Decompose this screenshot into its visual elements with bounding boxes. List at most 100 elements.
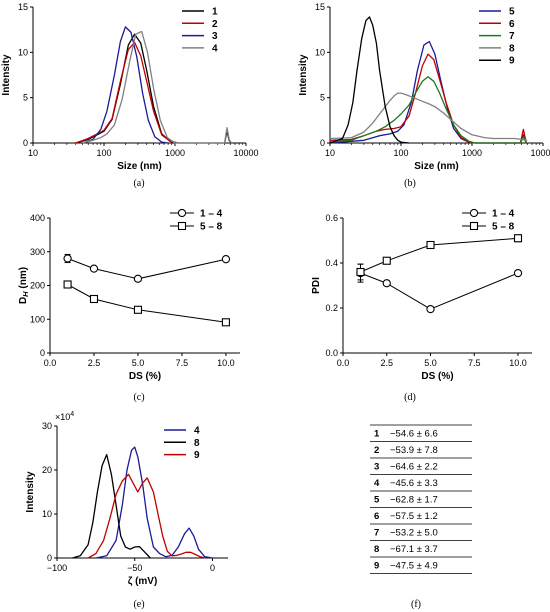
legend-label-7: 7 bbox=[509, 31, 515, 42]
table-cell-zeta: −54.6 ± 6.6 bbox=[390, 429, 438, 440]
series-line-8 bbox=[72, 453, 151, 559]
data-point-square bbox=[89, 294, 99, 304]
x-tick-label: 0 bbox=[210, 563, 215, 573]
x-tick-label: 2.5 bbox=[88, 358, 101, 368]
table-cell-sample: 8 bbox=[374, 544, 379, 555]
y-tick-label: 100 bbox=[30, 314, 45, 324]
legend-label-4: 4 bbox=[194, 426, 200, 437]
y-tick-label: 400 bbox=[30, 213, 45, 223]
y-tick-label: 0 bbox=[40, 348, 45, 358]
panel-d-chart: 0.0 2.5 5.0 7.5 10.0 0.0 0.2 0.4 0.6 DS (%) PDI 1 –… bbox=[311, 208, 532, 382]
data-point-circle bbox=[133, 274, 143, 283]
y-tick-label: 0 bbox=[23, 138, 28, 148]
legend-label: 1 – 4 bbox=[200, 209, 223, 220]
series-line-3 bbox=[82, 26, 169, 144]
x-tick-label: 7.5 bbox=[176, 358, 189, 368]
y-tick-label: 0.6 bbox=[325, 213, 338, 223]
panel-d-caption: (d) bbox=[404, 392, 416, 403]
y-tick-label: 0.0 bbox=[325, 348, 338, 358]
legend-marker-square bbox=[469, 221, 479, 231]
data-point-square bbox=[426, 240, 435, 250]
data-point-square bbox=[382, 256, 391, 265]
x-tick-label: 7.5 bbox=[468, 358, 481, 368]
y-axis-label: DH (nm) bbox=[18, 267, 30, 304]
panel-c-caption: (c) bbox=[133, 392, 144, 403]
y-tick-label: 10 bbox=[315, 47, 325, 57]
table-cell-sample: 2 bbox=[374, 445, 379, 456]
x-tick-label: 0.0 bbox=[337, 358, 350, 368]
x-axis-label: Size (nm) bbox=[117, 161, 161, 172]
x-tick-label: 1000 bbox=[165, 148, 185, 158]
y-axis-label: Intensity bbox=[1, 54, 12, 96]
data-point-square bbox=[63, 280, 72, 289]
data-point-circle bbox=[513, 268, 523, 278]
y-axis-label: Intensity bbox=[298, 54, 309, 96]
panel-a-caption: (a) bbox=[133, 178, 144, 189]
y-tick-label: 5 bbox=[23, 93, 28, 103]
panel-b-caption: (b) bbox=[404, 178, 416, 189]
x-axis-label: DS (%) bbox=[421, 371, 453, 382]
x-tick-label: 1000 bbox=[462, 148, 482, 158]
series-line-9 bbox=[87, 473, 207, 559]
table-cell-sample: 3 bbox=[374, 462, 379, 473]
legend-label: 5 – 8 bbox=[200, 222, 223, 233]
x-tick-label: 100 bbox=[96, 148, 111, 158]
y-tick-label: 200 bbox=[30, 281, 45, 291]
legend-marker-circle bbox=[469, 208, 479, 218]
panel-f-caption: (f) bbox=[411, 599, 421, 610]
data-point-circle bbox=[63, 254, 72, 263]
legend-marker-square bbox=[177, 221, 187, 231]
legend-label: 5 – 8 bbox=[492, 222, 515, 233]
y-tick-label: 0.4 bbox=[325, 258, 338, 268]
x-tick-label: 5.0 bbox=[424, 358, 437, 368]
table-cell-sample: 4 bbox=[374, 478, 380, 489]
series-line-1 bbox=[360, 237, 519, 273]
x-axis-label: ζ (mV) bbox=[128, 576, 158, 587]
table-cell-sample: 5 bbox=[374, 495, 380, 506]
series-line-9 bbox=[329, 16, 410, 144]
y-tick-label: 20 bbox=[42, 465, 52, 475]
x-tick-label: 10000 bbox=[233, 148, 258, 158]
y-tick-label: 300 bbox=[30, 247, 45, 257]
x-tick-label: 10.0 bbox=[217, 358, 235, 368]
y-tick-label: 0 bbox=[320, 138, 325, 148]
table-cell-zeta: −47.5 ± 4.9 bbox=[390, 561, 438, 572]
x-tick-label: 5.0 bbox=[132, 358, 145, 368]
series-line-1 bbox=[67, 284, 226, 323]
table-cell-zeta: −53.2 ± 5.0 bbox=[390, 528, 438, 539]
series-line-4 bbox=[82, 30, 232, 144]
data-point-circle bbox=[426, 304, 435, 314]
y-tick-label: 10 bbox=[42, 509, 52, 519]
table-cell-zeta: −57.5 ± 1.2 bbox=[390, 511, 438, 522]
series-line-6 bbox=[329, 53, 527, 144]
y-tick-label: 0 bbox=[47, 553, 52, 563]
series-line-8 bbox=[329, 92, 528, 141]
x-tick-label: 10 bbox=[28, 148, 38, 158]
x-axis-label: Size (nm) bbox=[414, 161, 458, 172]
legend-label-5: 5 bbox=[509, 7, 515, 18]
table-cell-sample: 1 bbox=[374, 429, 380, 440]
x-tick-label: 10 bbox=[325, 148, 335, 158]
panel-a-chart: 10 100 1000 10000 0 5 10 15 Size (nm) Intensity 12… bbox=[1, 2, 259, 172]
legend-label-1: 1 bbox=[212, 7, 218, 18]
table-cell-zeta: −67.1 ± 3.7 bbox=[390, 544, 438, 555]
table-cell-zeta: −62.8 ± 1.7 bbox=[390, 495, 438, 506]
data-point-circle bbox=[89, 264, 99, 273]
legend-marker-circle bbox=[177, 208, 187, 218]
series-line-7 bbox=[329, 76, 527, 144]
y-tick-label: 0.2 bbox=[325, 303, 338, 313]
data-point-square bbox=[133, 305, 143, 314]
panel-e-caption: (e) bbox=[133, 599, 144, 610]
series-line-2 bbox=[75, 41, 179, 144]
table-cell-sample: 7 bbox=[374, 528, 379, 539]
legend-label-3: 3 bbox=[212, 31, 218, 42]
panel-c-chart: 0.0 2.5 5.0 7.5 10.0 0 100 200 300 400 DS (%) DH (n… bbox=[18, 208, 240, 382]
x-tick-label: −100 bbox=[47, 563, 67, 573]
x-tick-label: 10.0 bbox=[509, 358, 527, 368]
y-axis-label: PDI bbox=[311, 277, 322, 294]
x-tick-label: −50 bbox=[127, 563, 142, 573]
legend-label-8: 8 bbox=[194, 438, 200, 449]
data-point-circle bbox=[221, 255, 231, 264]
table-cell-zeta: −53.9 ± 7.8 bbox=[390, 445, 438, 456]
